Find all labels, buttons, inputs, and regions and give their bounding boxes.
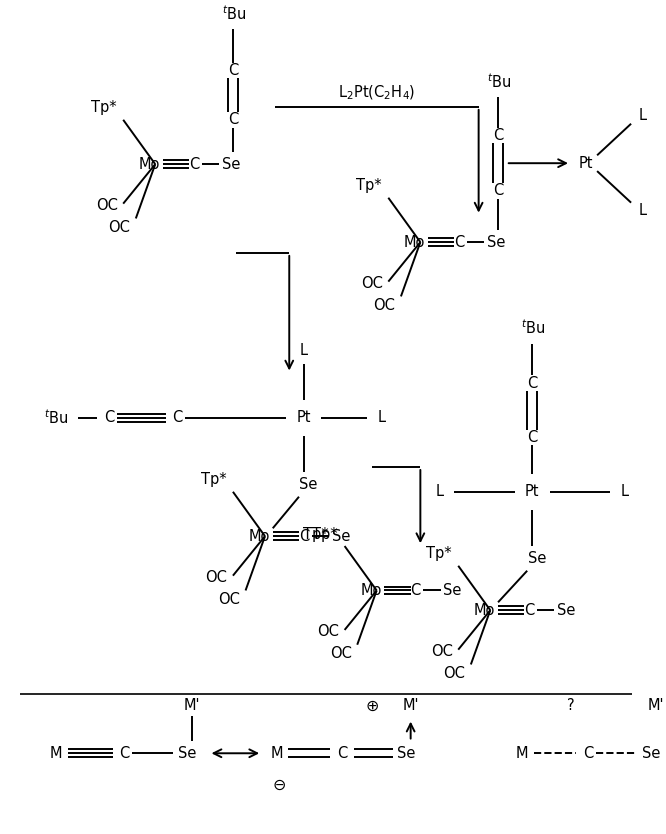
Text: C: C xyxy=(228,113,238,128)
Text: OC: OC xyxy=(206,570,227,585)
Text: C: C xyxy=(493,183,503,198)
Text: Se: Se xyxy=(332,529,350,544)
Text: Se: Se xyxy=(178,746,196,761)
Text: $^t$Bu: $^t$Bu xyxy=(44,409,69,427)
Text: Mo: Mo xyxy=(404,234,425,249)
Text: Tp*: Tp* xyxy=(302,527,328,542)
Text: Tp*: Tp* xyxy=(356,178,382,193)
Text: Se: Se xyxy=(222,157,240,172)
Text: Pt: Pt xyxy=(525,485,539,500)
Text: $\ominus$: $\ominus$ xyxy=(272,777,286,792)
Text: L: L xyxy=(639,203,647,218)
Text: C: C xyxy=(493,128,503,143)
Text: C: C xyxy=(410,583,421,598)
Text: Se: Se xyxy=(642,746,661,761)
Text: C: C xyxy=(105,410,115,425)
Text: OC: OC xyxy=(96,198,118,214)
Text: M': M' xyxy=(648,698,665,713)
Text: $\oplus$: $\oplus$ xyxy=(365,698,379,713)
Text: Mo: Mo xyxy=(360,583,382,598)
Text: Se: Se xyxy=(557,603,575,618)
Text: L: L xyxy=(639,108,647,123)
Text: OC: OC xyxy=(444,666,466,681)
Text: L$_2$Pt(C$_2$H$_4$): L$_2$Pt(C$_2$H$_4$) xyxy=(338,84,416,103)
Text: L: L xyxy=(300,343,308,358)
Text: Pt: Pt xyxy=(578,156,593,171)
Text: M: M xyxy=(516,746,529,761)
Text: C: C xyxy=(583,746,593,761)
Text: C: C xyxy=(338,746,348,761)
Text: Se: Se xyxy=(443,583,462,598)
Text: C: C xyxy=(299,529,309,544)
Text: Tp*: Tp* xyxy=(312,527,338,542)
Text: L: L xyxy=(436,485,444,500)
Text: C: C xyxy=(524,603,534,618)
Text: OC: OC xyxy=(374,298,396,313)
Text: $^t$Bu: $^t$Bu xyxy=(222,4,246,23)
Text: C: C xyxy=(119,746,129,761)
Text: Mo: Mo xyxy=(474,603,495,618)
Text: OC: OC xyxy=(361,276,383,291)
Text: M': M' xyxy=(184,698,200,713)
Text: OC: OC xyxy=(218,592,240,607)
Text: C: C xyxy=(228,63,238,78)
Text: Tp*: Tp* xyxy=(91,100,117,115)
Text: M: M xyxy=(270,746,283,761)
Text: C: C xyxy=(527,376,537,391)
Text: OC: OC xyxy=(317,625,339,640)
Text: OC: OC xyxy=(109,220,131,235)
Text: $^t$Bu: $^t$Bu xyxy=(521,319,545,337)
Text: OC: OC xyxy=(431,644,453,659)
Text: Se: Se xyxy=(300,477,318,492)
Text: L: L xyxy=(378,410,386,425)
Text: Se: Se xyxy=(397,746,415,761)
Text: M': M' xyxy=(402,698,419,713)
Text: M: M xyxy=(50,746,63,761)
Text: Se: Se xyxy=(527,551,546,566)
Text: C: C xyxy=(189,157,199,172)
Text: L: L xyxy=(620,485,628,500)
Text: C: C xyxy=(527,430,537,445)
Text: $^t$Bu: $^t$Bu xyxy=(487,72,511,91)
Text: Tp*: Tp* xyxy=(200,472,226,487)
Text: Mo: Mo xyxy=(139,157,160,172)
Text: Pt: Pt xyxy=(296,410,311,425)
Text: C: C xyxy=(172,410,182,425)
Text: Tp*: Tp* xyxy=(426,546,452,561)
Text: C: C xyxy=(454,234,464,249)
Text: Mo: Mo xyxy=(248,529,270,544)
Text: ?: ? xyxy=(567,698,575,713)
Text: Se: Se xyxy=(487,234,505,249)
Text: OC: OC xyxy=(330,646,352,661)
